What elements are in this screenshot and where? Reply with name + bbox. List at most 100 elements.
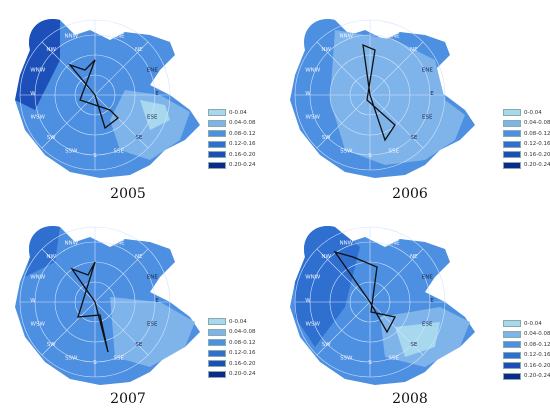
legend-label: 0.20-0.24 (524, 162, 550, 169)
direction-label-sse: SSE (113, 355, 124, 361)
legend-label: 0.20-0.24 (524, 373, 550, 380)
year-label-2006: 2006 (392, 186, 428, 202)
polar-grid (19, 226, 171, 378)
wind-rose (70, 261, 109, 353)
legend-swatch (208, 328, 226, 336)
polar-grid (294, 19, 446, 171)
legend-label: 0.08-0.12 (229, 339, 256, 346)
legend-row: 0-0.04 (503, 108, 550, 117)
direction-label-ne: NE (410, 254, 418, 260)
direction-label-sse: SSE (388, 355, 399, 361)
direction-label-w: W (305, 91, 311, 97)
direction-label-se: SE (135, 342, 142, 348)
direction-label-nne: NNE (113, 241, 125, 247)
direction-label-e: E (430, 298, 434, 304)
map-svg-2008: NNW NNE NE ENE E ESE SE SSE S SSW SW WSW W WNW NW (290, 226, 475, 385)
legend-swatch (503, 320, 521, 327)
legend-swatch (208, 119, 226, 127)
direction-label-nnw: NNW (64, 34, 78, 40)
legend-label: 0.08-0.12 (229, 130, 256, 137)
direction-label-ssw: SSW (65, 148, 78, 154)
direction-label-ese: ESE (422, 115, 433, 121)
map-svg-2007: NNW NNE NE ENE E ESE SE SSE S SSW SW WSW W WNW NW (15, 226, 200, 385)
direction-label-se: SE (410, 342, 417, 348)
legend-swatch (503, 130, 521, 138)
legend-row: 0.20-0.24 (503, 372, 550, 381)
direction-label-e: E (155, 298, 159, 304)
direction-label-s: S (368, 360, 372, 366)
legend-row: 0.08-0.12 (208, 129, 276, 138)
year-label-2005: 2005 (110, 186, 146, 202)
legend-2008: 0-0.04 0.04-0.08 0.08-0.12 0.12-0.16 0.1… (503, 319, 550, 383)
legend-label: 0.20-0.24 (229, 371, 256, 378)
direction-label-w: W (305, 298, 311, 304)
legend-swatch (208, 109, 226, 116)
legend-swatch (503, 161, 521, 169)
direction-label-ene: ENE (422, 274, 434, 280)
direction-label-nnw: NNW (64, 241, 78, 247)
year-label-2007: 2007 (110, 391, 146, 407)
legend-swatch (208, 130, 226, 138)
legend-row: 0.04-0.08 (208, 119, 276, 128)
direction-label-ssw: SSW (340, 148, 353, 154)
direction-label-wnw: WNW (30, 67, 46, 73)
legend-2006: 0-0.04 0.04-0.08 0.08-0.12 0.12-0.16 0.1… (503, 108, 550, 172)
direction-label-sw: SW (322, 342, 331, 348)
direction-label-se: SE (410, 135, 417, 141)
legend-row: 0.20-0.24 (208, 161, 276, 170)
direction-label-nw: NW (321, 47, 331, 53)
legend-label: 0-0.04 (229, 109, 247, 116)
legend-row: 0.12-0.16 (503, 140, 550, 149)
direction-label-ssw: SSW (65, 355, 78, 361)
legend-label: 0-0.04 (229, 318, 247, 325)
legend-label: 0.12-0.16 (229, 141, 256, 148)
legend-2007: 0-0.04 0.04-0.08 0.08-0.12 0.12-0.16 0.1… (208, 317, 276, 381)
direction-label-s: S (93, 360, 97, 366)
direction-label-wsw: WSW (31, 322, 46, 328)
map-svg-2005: NNW NNE NE ENE E ESE SE SSE S SSW SW WSW W WNW NW (15, 19, 200, 178)
direction-label-wnw: WNW (305, 274, 321, 280)
direction-label-wsw: WSW (306, 115, 321, 121)
direction-label-nw: NW (321, 254, 331, 260)
legend-label: 0.16-0.20 (229, 151, 256, 158)
map-panel-2007: NNW NNE NE ENE E ESE SE SSE S SSW SW WSW W WNW NW 0-0.… (0, 207, 275, 413)
legend-row: 0.04-0.08 (503, 119, 550, 128)
light-region (110, 297, 195, 367)
direction-label-sw: SW (47, 342, 56, 348)
legend-swatch (208, 349, 226, 357)
legend-swatch (208, 151, 226, 159)
legend-swatch (208, 161, 226, 169)
direction-label-ne: NE (410, 47, 418, 53)
legend-swatch (503, 372, 521, 380)
direction-label-ese: ESE (147, 322, 158, 328)
legend-label: 0.12-0.16 (524, 352, 550, 359)
legend-label: 0.08-0.12 (524, 341, 550, 348)
legend-row: 0-0.04 (208, 317, 276, 326)
legend-swatch (503, 341, 521, 349)
direction-label-nw: NW (46, 254, 56, 260)
legend-row: 0.16-0.20 (208, 150, 276, 159)
legend-row: 0.04-0.08 (208, 328, 276, 337)
wind-rose (333, 250, 396, 334)
wind-rose (362, 43, 396, 142)
legend-row: 0-0.04 (503, 319, 550, 328)
legend-swatch (503, 140, 521, 148)
direction-label-nnw: NNW (339, 241, 353, 247)
legend-label: 0.16-0.20 (524, 151, 550, 158)
legend-swatch (503, 109, 521, 116)
legend-swatch (208, 370, 226, 378)
legend-swatch (503, 151, 521, 159)
direction-label-se: SE (135, 135, 142, 141)
legend-2005: 0-0.04 0.04-0.08 0.08-0.12 0.12-0.16 0.1… (208, 108, 276, 172)
direction-label-ese: ESE (147, 115, 158, 121)
legend-row: 0-0.04 (208, 108, 276, 117)
legend-label: 0-0.04 (524, 109, 542, 116)
year-label-2008: 2008 (392, 391, 428, 407)
legend-swatch (503, 351, 521, 359)
legend-row: 0.12-0.16 (208, 349, 276, 358)
direction-label-ne: NE (135, 254, 143, 260)
direction-label-ene: ENE (147, 67, 159, 73)
direction-label-nne: NNE (113, 34, 125, 40)
lightest-region (140, 100, 170, 130)
direction-label-e: E (430, 91, 434, 97)
